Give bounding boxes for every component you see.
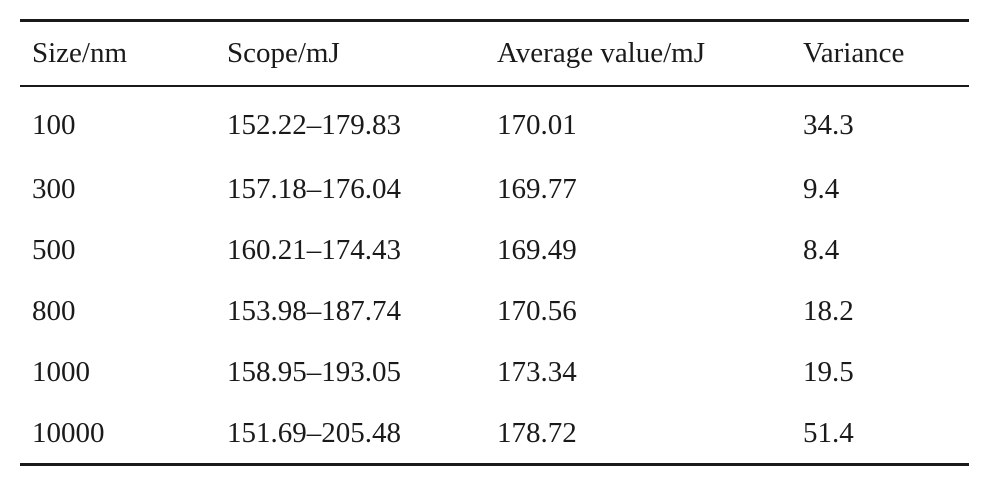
cell-average-value: 169.77 [497,173,577,205]
cell-scope: 158.95–193.05 [227,356,401,388]
cell-variance: 19.5 [803,356,854,388]
header-variance: Variance [803,37,905,69]
cell-average-value: 170.56 [497,295,577,327]
table-row: 1000 158.95–193.05 173.34 19.5 [20,342,969,403]
header-scope: Scope/mJ [227,37,340,69]
cell-size: 100 [32,108,76,141]
cell-variance: 18.2 [803,295,854,327]
cell-scope: 153.98–187.74 [227,295,401,327]
header-average-value: Average value/mJ [497,37,706,69]
table-row: 800 153.98–187.74 170.56 18.2 [20,281,969,342]
cell-size: 1000 [32,356,90,388]
cell-variance: 9.4 [803,173,840,205]
cell-average-value: 178.72 [497,416,577,449]
cell-average-value: 169.49 [497,234,577,266]
cell-size: 10000 [32,416,105,449]
cell-average-value: 170.01 [497,108,577,141]
cell-variance: 8.4 [803,234,840,266]
table-row: 500 160.21–174.43 169.49 8.4 [20,220,969,281]
cell-size: 800 [32,295,76,327]
cell-variance: 34.3 [803,108,854,141]
table-body: 100 152.22–179.83 170.01 34.3 300 157.18… [20,86,969,465]
cell-variance: 51.4 [803,416,854,449]
cell-size: 300 [32,173,76,205]
table-row: 100 152.22–179.83 170.01 34.3 [20,86,969,159]
table-header: Size/nm Scope/mJ Average value/mJ Varian… [20,20,969,86]
data-table: Size/nm Scope/mJ Average value/mJ Varian… [20,19,969,466]
table-row: 300 157.18–176.04 169.77 9.4 [20,159,969,220]
cell-scope: 160.21–174.43 [227,234,401,266]
cell-scope: 151.69–205.48 [227,416,401,449]
header-row: Size/nm Scope/mJ Average value/mJ Varian… [20,20,969,86]
cell-scope: 157.18–176.04 [227,173,401,205]
cell-size: 500 [32,234,76,266]
table-row: 10000 151.69–205.48 178.72 51.4 [20,403,969,465]
data-table-container: Size/nm Scope/mJ Average value/mJ Varian… [20,19,969,466]
cell-average-value: 173.34 [497,356,577,388]
header-size: Size/nm [32,37,128,69]
cell-scope: 152.22–179.83 [227,108,401,141]
